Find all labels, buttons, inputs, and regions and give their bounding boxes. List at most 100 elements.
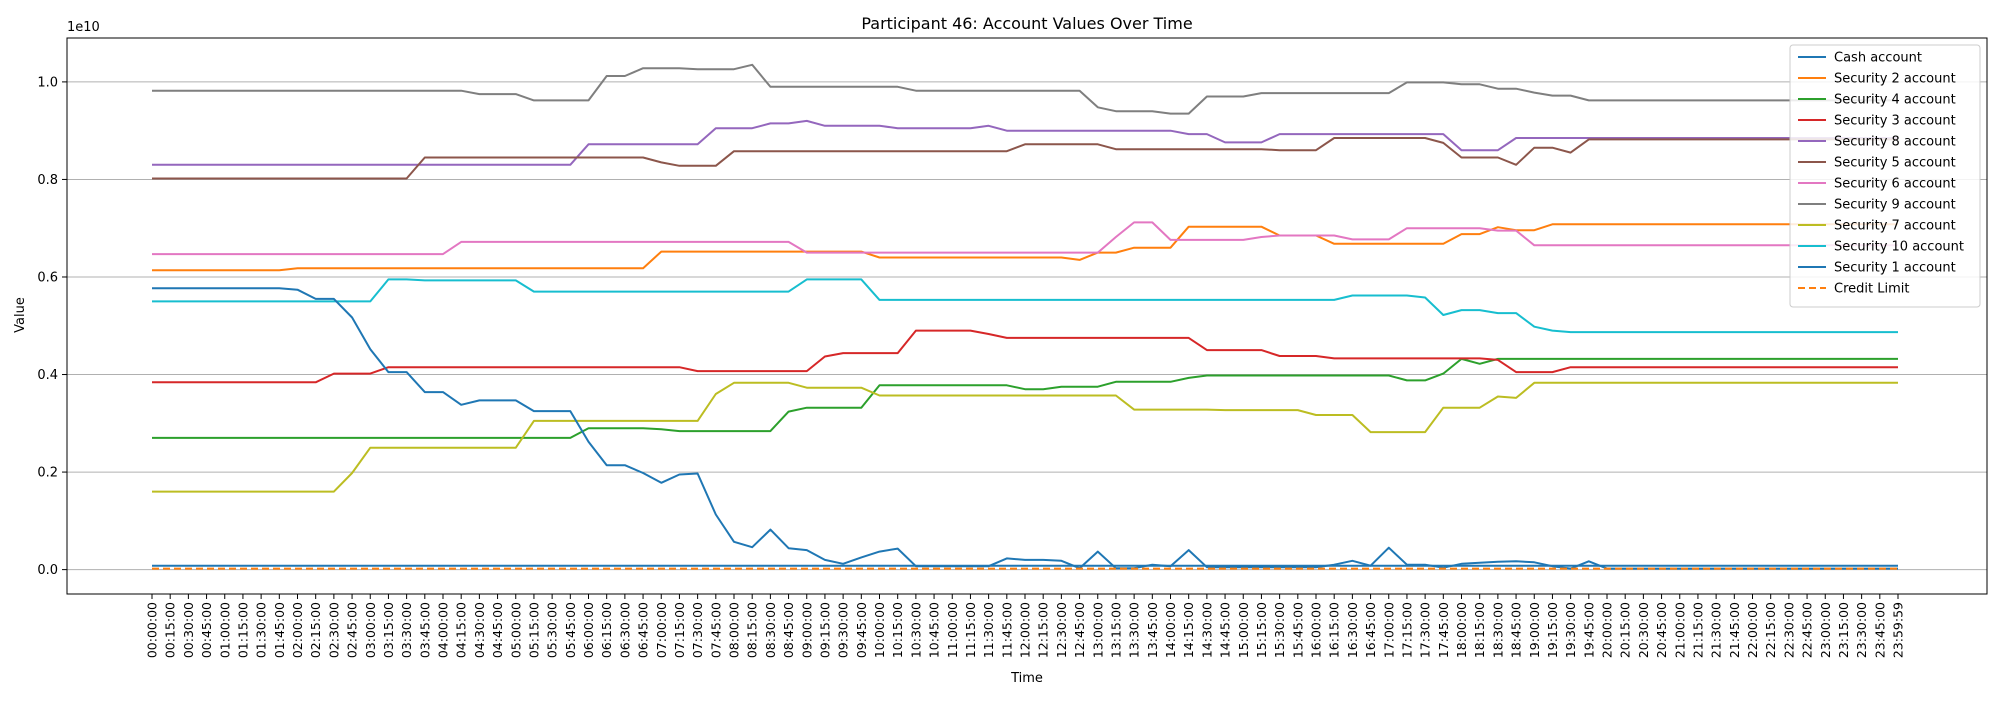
x-tick-label: 00:15:00 xyxy=(163,602,178,658)
x-tick-label: 10:30:00 xyxy=(908,602,923,658)
x-tick-label: 01:00:00 xyxy=(217,602,232,658)
x-tick-label: 11:45:00 xyxy=(999,602,1014,658)
x-tick-label: 10:00:00 xyxy=(872,602,887,658)
x-tick-label: 02:00:00 xyxy=(290,602,305,658)
x-tick-label: 05:15:00 xyxy=(526,602,541,658)
series-line-security-7-account xyxy=(152,381,1898,493)
x-tick-label: 23:45:00 xyxy=(1872,602,1887,658)
x-tick-label: 07:45:00 xyxy=(708,602,723,658)
x-tick-label: 09:00:00 xyxy=(799,602,814,658)
x-tick-label: 09:45:00 xyxy=(854,602,869,658)
legend-label: Security 8 account xyxy=(1834,135,1956,150)
x-tick-label: 11:00:00 xyxy=(945,602,960,658)
x-tick-label: 10:45:00 xyxy=(927,602,942,658)
x-tick-label: 15:30:00 xyxy=(1272,602,1287,658)
x-tick-label: 01:15:00 xyxy=(235,602,250,658)
chart-title: Participant 46: Account Values Over Time xyxy=(861,14,1192,33)
x-tick-label: 15:00:00 xyxy=(1236,602,1251,658)
x-tick-label: 06:15:00 xyxy=(599,602,614,658)
x-tick-label: 00:45:00 xyxy=(199,602,214,658)
x-tick-label: 08:30:00 xyxy=(763,602,778,658)
legend: Cash account Security 2 account Security 4… xyxy=(1789,44,1981,308)
x-tick-label: 00:00:00 xyxy=(145,602,160,658)
series-line-security-1-account xyxy=(152,287,1898,570)
x-tick-label: 19:30:00 xyxy=(1563,602,1578,658)
x-tick-label: 14:45:00 xyxy=(1218,602,1233,658)
x-tick-label: 01:30:00 xyxy=(254,602,269,658)
x-tick-label: 23:30:00 xyxy=(1854,602,1869,658)
x-tick-label: 17:45:00 xyxy=(1436,602,1451,658)
x-tick-label: 21:45:00 xyxy=(1727,602,1742,658)
x-tick-label: 07:00:00 xyxy=(654,602,669,658)
y-tick-label: 1.0 xyxy=(37,75,58,90)
x-tick-label: 12:30:00 xyxy=(1054,602,1069,658)
x-tick-label: 16:30:00 xyxy=(1345,602,1360,658)
x-tick-label: 13:30:00 xyxy=(1127,602,1142,658)
y-tick-label: 0.2 xyxy=(37,466,58,481)
x-tick-label: 23:15:00 xyxy=(1836,602,1851,658)
x-tick-label: 05:30:00 xyxy=(545,602,560,658)
y-tick-label: 0.0 xyxy=(37,563,58,578)
x-tick-label: 16:15:00 xyxy=(1327,602,1342,658)
y-tick-label: 0.6 xyxy=(37,270,58,285)
x-tick-label: 04:45:00 xyxy=(490,602,505,658)
x-tick-label: 02:15:00 xyxy=(308,602,323,658)
x-tick-label: 17:00:00 xyxy=(1381,602,1396,658)
x-tick-label: 12:15:00 xyxy=(1036,602,1051,658)
x-tick-label: 21:00:00 xyxy=(1672,602,1687,658)
x-tick-label: 11:30:00 xyxy=(981,602,996,658)
x-tick-label: 10:15:00 xyxy=(890,602,905,658)
x-tick-label: 20:15:00 xyxy=(1618,602,1633,658)
x-tick-label: 19:00:00 xyxy=(1527,602,1542,658)
x-tick-label: 23:00:00 xyxy=(1818,602,1833,658)
y-axis-ticks: 0.0 0.2 0.4 0.6 0.8 1.0 xyxy=(37,75,67,578)
x-tick-label: 22:15:00 xyxy=(1763,602,1778,658)
legend-label: Security 3 account xyxy=(1834,114,1956,129)
x-tick-label: 03:45:00 xyxy=(417,602,432,658)
x-tick-label: 07:30:00 xyxy=(690,602,705,658)
x-tick-label: 13:00:00 xyxy=(1090,602,1105,658)
x-tick-label: 22:30:00 xyxy=(1781,602,1796,658)
x-tick-label: 03:15:00 xyxy=(381,602,396,658)
y-axis-label: Value xyxy=(13,297,28,333)
legend-label: Security 10 account xyxy=(1834,240,1964,255)
legend-label: Security 7 account xyxy=(1834,219,1956,234)
x-tick-label: 18:00:00 xyxy=(1454,602,1469,658)
legend-label: Credit Limit xyxy=(1834,282,1909,297)
legend-label: Security 9 account xyxy=(1834,198,1956,213)
x-tick-label: 05:00:00 xyxy=(508,602,523,658)
x-tick-label: 14:00:00 xyxy=(1163,602,1178,658)
x-tick-label: 22:00:00 xyxy=(1745,602,1760,658)
x-tick-label: 11:15:00 xyxy=(963,602,978,658)
x-tick-label: 12:00:00 xyxy=(1018,602,1033,658)
legend-label: Cash account xyxy=(1834,51,1922,66)
legend-label: Security 6 account xyxy=(1834,177,1956,192)
x-tick-label: 20:30:00 xyxy=(1636,602,1651,658)
x-tick-label: 18:15:00 xyxy=(1472,602,1487,658)
x-tick-label: 20:00:00 xyxy=(1600,602,1615,658)
x-tick-label: 22:45:00 xyxy=(1800,602,1815,658)
x-tick-label: 04:30:00 xyxy=(472,602,487,658)
x-tick-label: 13:15:00 xyxy=(1108,602,1123,658)
series-line-security-3-account xyxy=(152,329,1898,384)
x-tick-label: 08:45:00 xyxy=(781,602,796,658)
x-tick-label: 07:15:00 xyxy=(672,602,687,658)
legend-label: Security 1 account xyxy=(1834,261,1956,276)
x-tick-label: 14:15:00 xyxy=(1181,602,1196,658)
y-tick-label: 0.4 xyxy=(37,368,58,383)
x-tick-label: 17:30:00 xyxy=(1418,602,1433,658)
x-tick-label: 02:45:00 xyxy=(345,602,360,658)
x-tick-label: 08:15:00 xyxy=(745,602,760,658)
x-tick-label: 00:30:00 xyxy=(181,602,196,658)
x-tick-label: 20:45:00 xyxy=(1654,602,1669,658)
series-lines xyxy=(152,63,1898,570)
x-tick-label: 21:15:00 xyxy=(1690,602,1705,658)
x-tick-label: 17:15:00 xyxy=(1399,602,1414,658)
x-tick-label: 23:59:59 xyxy=(1891,602,1906,658)
series-line-security-6-account xyxy=(152,221,1898,256)
y-gridlines xyxy=(67,81,1987,571)
x-tick-label: 16:45:00 xyxy=(1363,602,1378,658)
x-tick-label: 03:30:00 xyxy=(399,602,414,658)
series-line-security-8-account xyxy=(152,119,1898,166)
series-line-security-4-account xyxy=(152,357,1898,439)
